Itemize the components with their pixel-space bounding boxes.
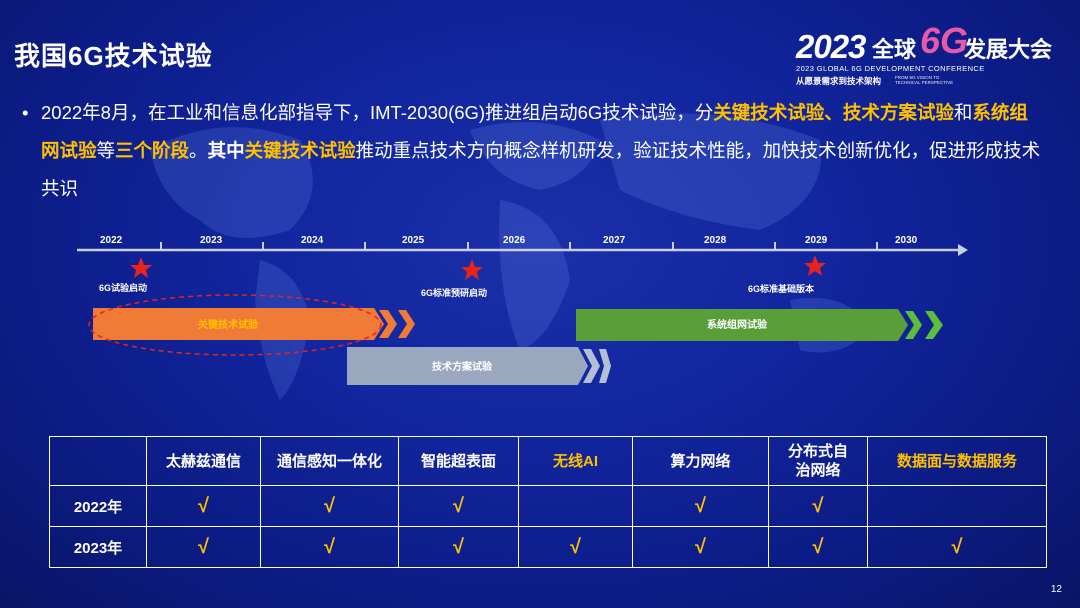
check-icon: √ — [695, 535, 706, 558]
intro-hl-system-net: 系统组网试验 — [41, 102, 1028, 161]
column-header: 数据面与数据服务 — [867, 436, 1047, 486]
table-cell: √ — [632, 485, 769, 527]
table-cell — [867, 485, 1047, 527]
timeline-arrow-head — [958, 244, 968, 256]
conference-logo: 2023 全球 6G 发展大会 2023 GLOBAL 6G DEVELOPME… — [796, 20, 1058, 90]
timeline-year-2028: 2028 — [704, 235, 727, 246]
table-cell: √ — [260, 485, 399, 527]
row-header-2023: 2023年 — [49, 526, 147, 568]
milestone-label-trial-start: 6G试验启动 — [99, 282, 147, 293]
check-icon: √ — [812, 535, 824, 558]
timeline-year-2027: 2027 — [603, 235, 626, 246]
table-cell: √ — [867, 526, 1047, 568]
check-icon: √ — [324, 494, 335, 517]
bar-label-key-tech: 关键技术试验 — [198, 318, 259, 331]
bar-label-system-net: 系统组网试验 — [707, 318, 768, 331]
intro-seg5: 推动重点技术方向概念样机研发，验证技术性能，加快技术创新优化，促进形成技术共识 — [41, 140, 1041, 199]
column-header: 通信感知一体化 — [260, 436, 399, 486]
table-cell: √ — [518, 526, 633, 568]
intro-text: 2022年8月，在工业和信息化部指导下，IMT-2030(6G)推进组启动6G技… — [41, 94, 1042, 208]
column-header-line1: 分布式自 — [787, 443, 848, 460]
check-icon: √ — [570, 535, 581, 558]
milestone-star-icon — [130, 257, 152, 278]
intro-seg1: 2022年8月，在工业和信息化部指导下，IMT-2030(6G)推进组启动6G技… — [41, 102, 714, 123]
table-cell: √ — [398, 526, 519, 568]
bar-tech-plan: 技术方案试验 — [347, 347, 611, 385]
check-icon: √ — [812, 494, 824, 517]
row-header-2022: 2022年 — [49, 485, 147, 527]
check-icon: √ — [198, 535, 209, 558]
bar-system-net: 系统组网试验 — [576, 309, 943, 341]
table-cell: √ — [146, 485, 261, 527]
table-header-row: 太赫兹通信 通信感知一体化 智能超表面 无线AI 算力网络 分布式自治网络 数据… — [49, 436, 1047, 486]
page-number: 12 — [1050, 584, 1062, 595]
column-header-line2: 治网络 — [795, 462, 841, 479]
timeline-year-2025: 2025 — [402, 235, 425, 246]
milestone-label-base-version: 6G标准基础版本 — [748, 283, 815, 294]
column-header: 分布式自 治网络 — [768, 436, 868, 486]
bar-key-tech: 关键技术试验 — [88, 294, 415, 356]
column-header: 无线AI — [518, 436, 633, 486]
table-cell: √ — [632, 526, 769, 568]
milestone-star-icon — [804, 255, 826, 276]
logo-year: 2023 — [796, 28, 866, 65]
table-cell: √ — [768, 526, 868, 568]
table-cell: √ — [398, 485, 519, 527]
bullet-marker: • — [22, 102, 29, 123]
column-header: 太赫兹通信 — [146, 436, 261, 486]
column-header: 算力网络 — [632, 436, 769, 486]
check-icon: √ — [324, 535, 335, 558]
highlight-dashed-ellipse — [88, 294, 382, 356]
column-header: 智能超表面 — [398, 436, 519, 486]
intro-sep: 、 — [824, 102, 843, 123]
logo-text-global: 全球 — [872, 37, 917, 62]
intro-bold-among: 其中 — [207, 140, 245, 161]
check-icon: √ — [453, 535, 464, 558]
intro-seg4: 。 — [189, 140, 208, 161]
intro-seg2: 和 — [953, 102, 973, 123]
intro-paragraph: • 2022年8月，在工业和信息化部指导下，IMT-2030(6G)推进组启动6… — [22, 94, 1042, 208]
check-icon: √ — [951, 535, 963, 558]
check-icon: √ — [453, 494, 464, 517]
table-cell — [518, 485, 633, 527]
logo-text-development: 发展大会 — [964, 37, 1053, 62]
timeline-year-2022: 2022 — [100, 235, 123, 246]
milestone-star-icon — [461, 259, 483, 280]
table-corner-cell — [49, 436, 147, 486]
intro-hl-key-tech: 关键技术试验 — [713, 102, 825, 123]
intro-hl-three-stages: 三个阶段 — [115, 140, 190, 161]
table-cell: √ — [260, 526, 399, 568]
timeline-year-2030: 2030 — [895, 235, 918, 246]
timeline-year-2024: 2024 — [301, 235, 324, 246]
intro-hl-key-tech-2: 关键技术试验 — [244, 140, 356, 161]
check-icon: √ — [198, 494, 209, 517]
table-cell: √ — [146, 526, 261, 568]
logo-english-name: 2023 GLOBAL 6G DEVELOPMENT CONFERENCE — [796, 64, 985, 73]
timeline-year-2029: 2029 — [805, 235, 828, 246]
table-row: 2023年 √ √ √ √ √ √ √ — [49, 526, 1047, 568]
intro-seg3: 等 — [96, 140, 116, 161]
logo-6g-mark: 6G — [920, 20, 969, 61]
table-row: 2022年 √ √ √ √ √ — [49, 485, 1047, 527]
milestone-label-prestudy: 6G标准预研启动 — [421, 287, 487, 298]
bar-label-tech-plan: 技术方案试验 — [432, 360, 493, 373]
intro-hl-tech-plan: 技术方案试验 — [842, 102, 954, 123]
logo-subtitle: 从愿景需求到技术架构 — [796, 76, 882, 86]
slide-title: 我国6G技术试验 — [14, 41, 213, 71]
check-icon: √ — [695, 494, 706, 517]
trial-matrix-table: 太赫兹通信 通信感知一体化 智能超表面 无线AI 算力网络 分布式自治网络 数据… — [49, 436, 1047, 568]
timeline-year-2026: 2026 — [503, 235, 526, 246]
timeline-year-2023: 2023 — [200, 235, 223, 246]
logo-subtitle-english: FROM 6G VISION TO TECHNICAL PERSPECTIVE — [895, 75, 954, 85]
table-cell: √ — [768, 485, 868, 527]
